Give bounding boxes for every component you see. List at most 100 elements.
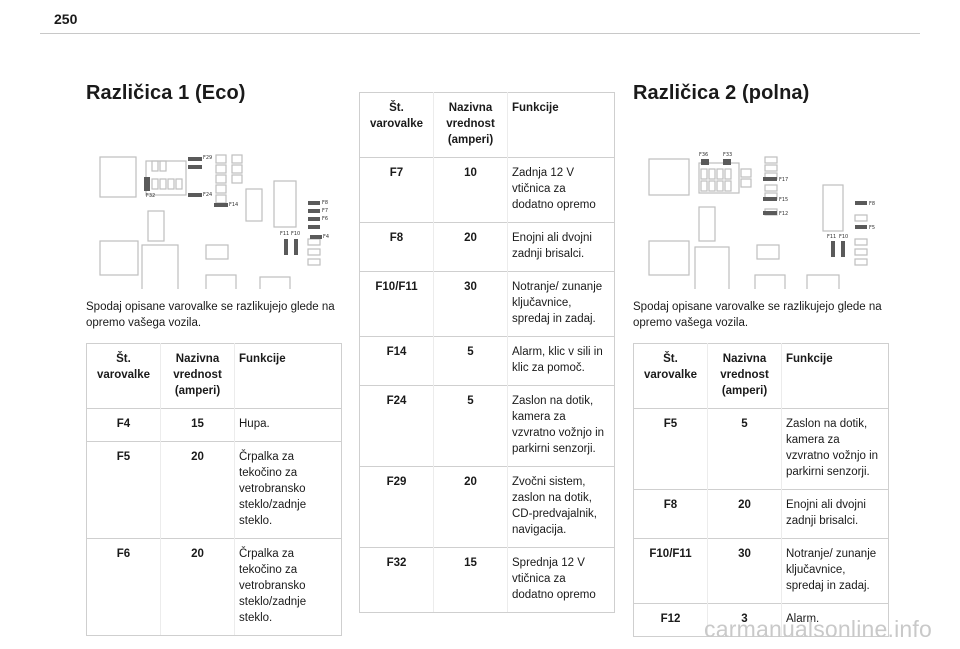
col-header-number: Št. varovalke bbox=[633, 343, 708, 409]
variant1-title: Različica 1 (Eco) bbox=[86, 82, 246, 104]
variant1-section: Različica 1 (Eco) bbox=[86, 82, 342, 636]
watermark-text: carmanualsonline.info bbox=[704, 616, 932, 642]
fuse-number: F12 bbox=[633, 603, 708, 637]
label-f33: F33 bbox=[723, 152, 732, 158]
label-f6: F6 bbox=[322, 216, 328, 222]
fuse-function: Zaslon na dotik, kamera za vzvratno vožn… bbox=[781, 408, 889, 490]
table-row: F6 20 Črpalka za tekočino za vetrobransk… bbox=[86, 538, 342, 636]
table-row: F32 15 Sprednja 12 V vtičnica za dodatno… bbox=[359, 547, 615, 613]
fuse-box-diagram-1: F29 F32 F24 F14 F8 F7 F6 F11 F10 F4 bbox=[99, 154, 329, 289]
variant2-title: Različica 2 (polna) bbox=[633, 82, 810, 104]
variant1-continued-fuse-table: Št. varovalke Nazivna vrednost (amperi) … bbox=[359, 92, 615, 613]
label-f12: F12 bbox=[779, 211, 788, 217]
label-f11: F11 bbox=[827, 234, 836, 240]
col-header-function: Funkcije bbox=[781, 343, 889, 409]
variant2-description: Spodaj opisane varovalke se razlikujejo … bbox=[633, 301, 882, 329]
fuse-amperage: 15 bbox=[160, 408, 235, 442]
variant2-fuse-table: Št. varovalke Nazivna vrednost (amperi) … bbox=[633, 343, 889, 637]
fuse-function: Notranje/ zunanje ključavnice, spredaj i… bbox=[781, 538, 889, 604]
table-row: F14 5 Alarm, klic v sili in klic za pomo… bbox=[359, 336, 615, 386]
label-f4: F4 bbox=[323, 234, 329, 240]
table-row: F7 10 Zadnja 12 V vtičnica za dodatno op… bbox=[359, 157, 615, 223]
table-row: F29 20 Zvočni sistem, zaslon na dotik, C… bbox=[359, 466, 615, 548]
table-row: F10/F11 30 Notranje/ zunanje ključavnice… bbox=[633, 538, 889, 604]
col-header-number: Št. varovalke bbox=[359, 92, 434, 158]
fuse-function: Zadnja 12 V vtičnica za dodatno opremo bbox=[507, 157, 615, 223]
label-f7: F7 bbox=[322, 208, 328, 214]
variant1-description: Spodaj opisane varovalke se razlikujejo … bbox=[86, 301, 335, 329]
col-header-function: Funkcije bbox=[234, 343, 342, 409]
label-f11: F11 bbox=[280, 231, 289, 237]
fuse-number: F29 bbox=[359, 466, 434, 548]
label-f32: F32 bbox=[146, 193, 155, 199]
fuse-amperage: 20 bbox=[160, 538, 235, 636]
fuse-amperage: 30 bbox=[707, 538, 782, 604]
table-row: F4 15 Hupa. bbox=[86, 408, 342, 442]
table-row: F5 20 Črpalka za tekočino za vetrobransk… bbox=[86, 441, 342, 539]
table-row: F24 5 Zaslon na dotik, kamera za vzvratn… bbox=[359, 385, 615, 467]
table-row: F10/F11 30 Notranje/ zunanje ključavnice… bbox=[359, 271, 615, 337]
table-row: F8 20 Enojni ali dvojni zadnji brisalci. bbox=[359, 222, 615, 272]
fuse-amperage: 3 bbox=[707, 603, 782, 637]
fuse-number: F10/F11 bbox=[359, 271, 434, 337]
fuse-number: F10/F11 bbox=[633, 538, 708, 604]
col-header-amperage: Nazivna vrednost (amperi) bbox=[160, 343, 235, 409]
label-f17: F17 bbox=[779, 177, 788, 183]
variant2-fuse-diagram: F36 F33 F17 F15 F12 F8 F5 F11 F10 bbox=[633, 119, 889, 289]
fuse-function: Enojni ali dvojni zadnji brisalci. bbox=[507, 222, 615, 272]
fuse-function: Črpalka za tekočino za vetrobransko stek… bbox=[234, 538, 342, 636]
fuse-function: Alarm. bbox=[781, 603, 889, 637]
label-f5: F5 bbox=[869, 225, 875, 231]
header-divider bbox=[40, 33, 920, 34]
fuse-box-diagram-2: F36 F33 F17 F15 F12 F8 F5 F11 F10 bbox=[648, 152, 875, 289]
label-f8: F8 bbox=[869, 201, 875, 207]
fuse-function: Zaslon na dotik, kamera za vzvratno vožn… bbox=[507, 385, 615, 467]
fuse-number: F7 bbox=[359, 157, 434, 223]
fuse-function: Zvočni sistem, zaslon na dotik, CD-predv… bbox=[507, 466, 615, 548]
table-row: F8 20 Enojni ali dvojni zadnji brisalci. bbox=[633, 489, 889, 539]
fuse-number: F8 bbox=[359, 222, 434, 272]
fuse-amperage: 5 bbox=[433, 336, 508, 386]
table-row: F5 5 Zaslon na dotik, kamera za vzvratno… bbox=[633, 408, 889, 490]
fuse-amperage: 30 bbox=[433, 271, 508, 337]
fuse-function: Alarm, klic v sili in klic za pomoč. bbox=[507, 336, 615, 386]
col-header-number: Št. varovalke bbox=[86, 343, 161, 409]
fuse-amperage: 20 bbox=[433, 466, 508, 548]
fuse-number: F8 bbox=[633, 489, 708, 539]
col-header-amperage: Nazivna vrednost (amperi) bbox=[433, 92, 508, 158]
fuse-number: F32 bbox=[359, 547, 434, 613]
fuse-number: F5 bbox=[86, 441, 161, 539]
fuse-function: Enojni ali dvojni zadnji brisalci. bbox=[781, 489, 889, 539]
label-f10: F10 bbox=[839, 234, 848, 240]
label-f29: F29 bbox=[203, 155, 212, 161]
col-header-function: Funkcije bbox=[507, 92, 615, 158]
fuse-amperage: 10 bbox=[433, 157, 508, 223]
table-row: F12 3 Alarm. bbox=[633, 603, 889, 637]
label-f10: F10 bbox=[291, 231, 300, 237]
fuse-number: F4 bbox=[86, 408, 161, 442]
fuse-amperage: 20 bbox=[433, 222, 508, 272]
variant1-fuse-diagram: F29 F32 F24 F14 F8 F7 F6 F11 F10 F4 bbox=[86, 119, 342, 289]
page-number: 250 bbox=[54, 11, 78, 27]
variant1-fuse-table: Št. varovalke Nazivna vrednost (amperi) … bbox=[86, 343, 342, 636]
fuse-amperage: 5 bbox=[707, 408, 782, 490]
fuse-number: F5 bbox=[633, 408, 708, 490]
label-f36: F36 bbox=[699, 152, 708, 158]
fuse-function: Hupa. bbox=[234, 408, 342, 442]
variant2-section: Različica 2 (polna) bbox=[633, 82, 889, 637]
fuse-number: F6 bbox=[86, 538, 161, 636]
label-f15: F15 bbox=[779, 197, 788, 203]
fuse-amperage: 15 bbox=[433, 547, 508, 613]
fuse-amperage: 5 bbox=[433, 385, 508, 467]
variant1-continued-section: Št. varovalke Nazivna vrednost (amperi) … bbox=[359, 92, 615, 613]
label-f24: F24 bbox=[203, 192, 212, 198]
fuse-number: F24 bbox=[359, 385, 434, 467]
fuse-number: F14 bbox=[359, 336, 434, 386]
fuse-function: Notranje/ zunanje ključavnice, spredaj i… bbox=[507, 271, 615, 337]
fuse-amperage: 20 bbox=[707, 489, 782, 539]
label-f8: F8 bbox=[322, 200, 328, 206]
fuse-amperage: 20 bbox=[160, 441, 235, 539]
label-f14: F14 bbox=[229, 202, 238, 208]
fuse-function: Črpalka za tekočino za vetrobransko stek… bbox=[234, 441, 342, 539]
fuse-function: Sprednja 12 V vtičnica za dodatno opremo bbox=[507, 547, 615, 613]
